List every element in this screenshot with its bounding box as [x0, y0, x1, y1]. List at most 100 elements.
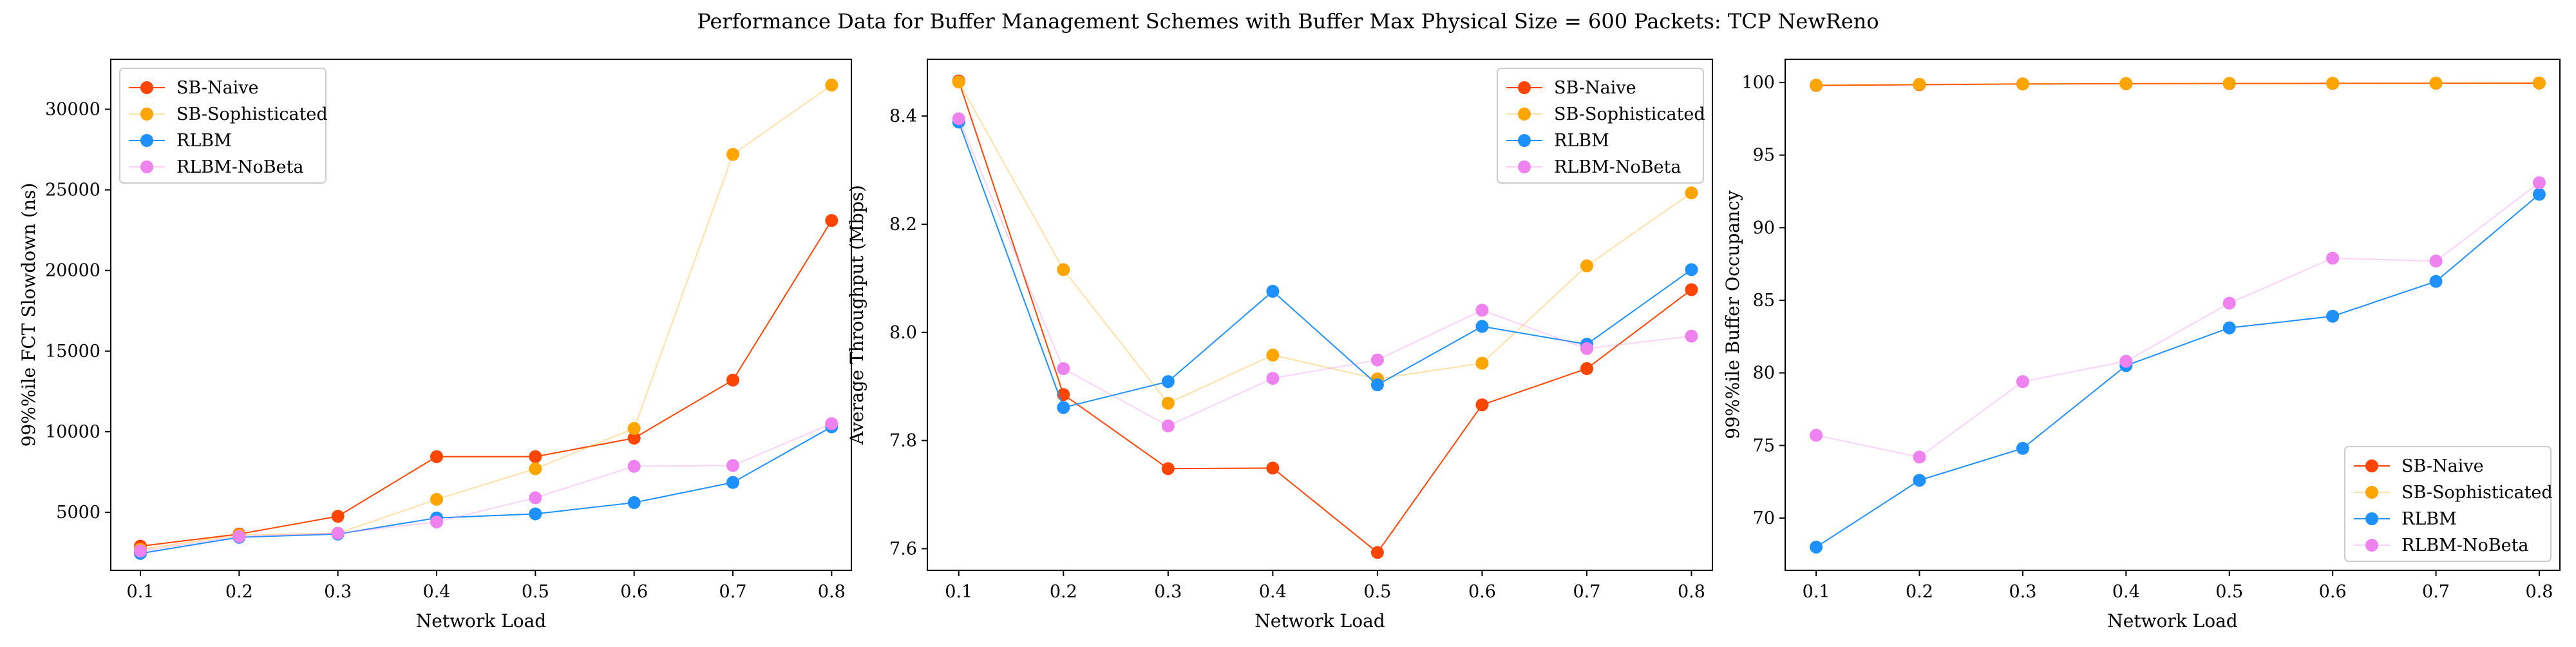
- data-point-rlbm: [2016, 441, 2029, 455]
- legend-box: [119, 68, 327, 184]
- y-tick-label: 30000: [45, 100, 100, 120]
- data-point-rlbm-nobeta: [2222, 296, 2236, 310]
- legend-marker: [1518, 108, 1531, 121]
- x-tick-label: 0.1: [945, 582, 972, 602]
- x-tick-label: 0.8: [2525, 582, 2553, 602]
- chart-panel-3: 0.1 0.2 0.3 0.4 0.5 0.6 0.7 0.8 70 75 80 85 90 95 100 N…: [1722, 59, 2561, 632]
- data-point-rlbm: [1266, 284, 1280, 298]
- legend-marker: [140, 160, 153, 173]
- y-tick-label: 90: [1753, 218, 1775, 238]
- data-point-rlbm-nobeta: [2326, 251, 2340, 265]
- data-point-rlbm-nobeta: [430, 515, 443, 528]
- data-point-sb-sophisticated: [1685, 186, 1698, 200]
- data-point-sb-naive: [529, 450, 542, 463]
- legend-label: RLBM: [2401, 509, 2457, 529]
- y-axis-label: 99%%ile Buffer Occupancy: [1722, 190, 1743, 439]
- x-tick-label: 0.5: [1363, 582, 1391, 602]
- series-line-rlbm-nobeta: [958, 118, 1692, 427]
- legend-label: RLBM-NoBeta: [2401, 536, 2529, 555]
- data-point-rlbm-nobeta: [331, 526, 345, 540]
- legend-label: SB-Naive: [1554, 78, 1636, 98]
- x-tick-label: 0.2: [1906, 582, 1933, 602]
- data-point-sb-sophisticated: [529, 462, 542, 476]
- data-point-rlbm-nobeta: [825, 417, 838, 430]
- y-axis-label: 99%%ile FCT Slowdown (ns): [18, 183, 39, 447]
- data-point-rlbm-nobeta: [1475, 304, 1489, 317]
- data-point-rlbm: [2532, 188, 2546, 201]
- data-point-rlbm-nobeta: [529, 491, 542, 505]
- x-tick-label: 0.6: [1468, 582, 1496, 602]
- plot-frame: [927, 59, 1713, 571]
- chart-panel-1: 0.1 0.2 0.3 0.4 0.5 0.6 0.7 0.8 5000 10000 15000 20…: [18, 59, 852, 632]
- data-point-sb-sophisticated: [2016, 77, 2029, 91]
- y-tick-label: 95: [1753, 146, 1775, 166]
- y-tick-label: 80: [1753, 363, 1775, 383]
- y-tick-label: 8.4: [889, 106, 917, 126]
- series-line-rlbm: [140, 426, 832, 554]
- x-tick-label: 0.4: [2112, 582, 2140, 602]
- data-point-sb-naive: [825, 214, 838, 227]
- data-point-sb-naive: [331, 510, 345, 523]
- plot-frame: [1785, 59, 2561, 571]
- data-point-sb-sophisticated: [2429, 76, 2443, 90]
- x-tick-label: 0.1: [1803, 582, 1830, 602]
- data-point-rlbm-nobeta: [1810, 429, 1823, 442]
- x-tick-label: 0.3: [1154, 582, 1182, 602]
- series-line-sb-naive: [140, 220, 833, 547]
- x-tick-label: 0.3: [2009, 582, 2036, 602]
- data-point-rlbm: [1161, 375, 1175, 389]
- figure-title: Performance Data for Buffer Management S…: [697, 9, 1879, 34]
- data-point-sb-sophisticated: [726, 148, 739, 161]
- data-point-sb-sophisticated: [1266, 349, 1280, 362]
- data-point-sb-sophisticated: [2222, 77, 2236, 90]
- data-point-sb-sophisticated: [2119, 77, 2133, 90]
- x-tick-label: 0.6: [2319, 582, 2347, 602]
- series-line-rlbm-nobeta: [1815, 182, 2540, 458]
- data-point-rlbm: [1475, 320, 1489, 333]
- data-point-sb-sophisticated: [1475, 356, 1489, 370]
- x-tick-label: 0.2: [1050, 582, 1077, 602]
- data-point-sb-sophisticated: [2532, 76, 2546, 90]
- y-tick-label: 10000: [45, 422, 100, 442]
- data-point-rlbm-nobeta: [1913, 450, 1926, 464]
- legend-label: SB-Sophisticated: [176, 104, 328, 124]
- y-tick-label: 7.8: [889, 431, 917, 451]
- data-point-rlbm-nobeta: [134, 544, 147, 557]
- data-point-sb-naive: [627, 431, 641, 445]
- data-point-rlbm: [1913, 474, 1926, 487]
- x-axis-label: Network Load: [1255, 610, 1385, 632]
- data-point-rlbm-nobeta: [1266, 372, 1280, 385]
- data-point-rlbm-nobeta: [2016, 375, 2029, 389]
- y-tick-label: 70: [1753, 508, 1775, 528]
- x-tick-label: 0.7: [719, 582, 747, 602]
- y-tick-label: 100: [1741, 73, 1775, 93]
- data-point-rlbm: [1057, 401, 1070, 414]
- data-point-sb-sophisticated: [1161, 396, 1175, 410]
- legend-box: [1497, 68, 1704, 184]
- series-line-sb-sophisticated: [958, 81, 1692, 404]
- x-axis-label: Network Load: [416, 610, 547, 632]
- legend-label: RLBM-NoBeta: [1554, 157, 1681, 177]
- y-tick-label: 5000: [56, 503, 100, 523]
- series-line-sb-sophisticated: [140, 84, 832, 550]
- data-point-rlbm: [1685, 263, 1698, 276]
- y-tick-label: 20000: [45, 261, 100, 281]
- y-tick-label: 8.0: [889, 323, 917, 343]
- data-point-sb-sophisticated: [1913, 77, 1926, 91]
- x-tick-label: 0.7: [2422, 582, 2450, 602]
- legend-label: SB-Sophisticated: [2401, 483, 2553, 503]
- x-tick-label: 0.4: [1259, 582, 1287, 602]
- data-point-sb-sophisticated: [627, 421, 641, 435]
- plot-frame: [110, 59, 852, 571]
- legend-marker: [1518, 81, 1531, 94]
- data-point-rlbm: [2429, 275, 2443, 288]
- data-point-sb-sophisticated: [1810, 79, 1823, 92]
- data-point-sb-naive: [1475, 398, 1489, 412]
- data-point-sb-naive: [1370, 546, 1384, 559]
- legend-label: SB-Naive: [2401, 456, 2484, 476]
- data-point-rlbm-nobeta: [232, 530, 246, 543]
- y-tick-label: 75: [1753, 436, 1775, 456]
- series-line-sb-naive: [958, 81, 1692, 554]
- legend: SB-Naive SB-Sophisticated RLBM RLBM-NoBeta: [119, 68, 328, 184]
